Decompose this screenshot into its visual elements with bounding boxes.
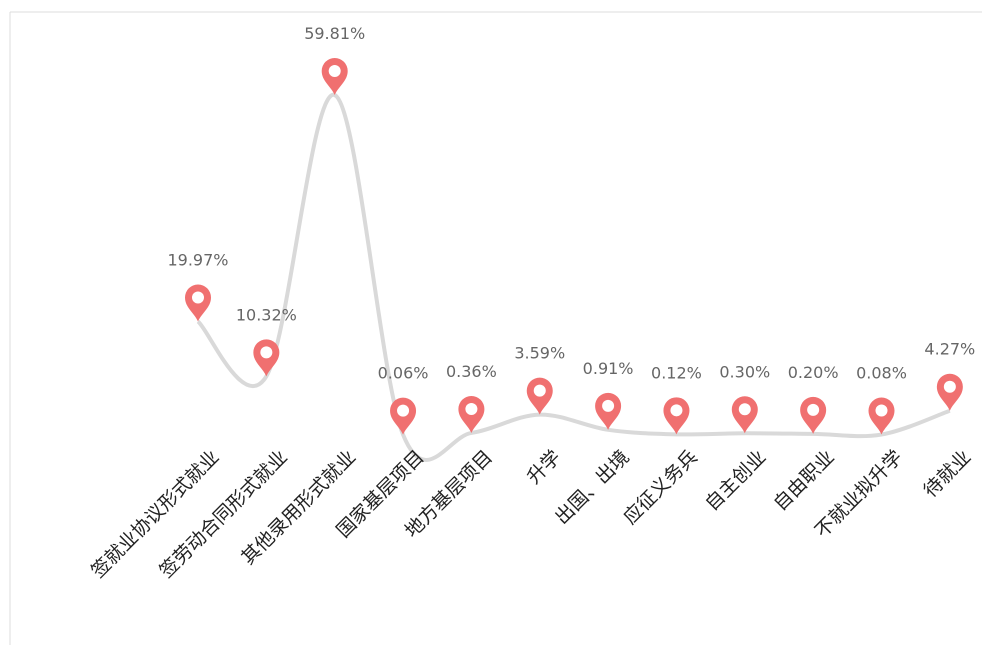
- pin-marker: [868, 397, 895, 435]
- data-label: 0.30%: [719, 362, 770, 381]
- pin-marker: [253, 339, 280, 377]
- x-tick-label: 自由职业: [769, 446, 838, 515]
- data-label: 19.97%: [167, 250, 228, 269]
- pin-marker: [321, 58, 348, 95]
- pin-hole: [397, 404, 410, 417]
- data-label: 0.06%: [378, 364, 429, 383]
- pin-hole: [328, 65, 341, 77]
- pin-hole: [875, 404, 888, 417]
- pin-hole: [670, 404, 683, 417]
- pin-hole: [602, 399, 615, 412]
- pin-hole: [260, 346, 273, 359]
- pin-hole: [943, 380, 956, 393]
- line: [196, 93, 951, 462]
- pin-marker: [185, 284, 211, 322]
- pin-hole: [807, 403, 820, 416]
- data-label: 0.08%: [856, 364, 907, 383]
- pin-hole: [533, 384, 546, 397]
- data-label: 0.36%: [446, 362, 497, 381]
- pin-marker: [595, 392, 622, 430]
- data-label: 3.59%: [514, 344, 565, 363]
- x-tick-label: 签劳动合同形式就业: [155, 446, 291, 582]
- x-tick-label: 待就业: [920, 446, 976, 502]
- x-tick-label: 自主创业: [701, 446, 770, 515]
- pin-marker: [936, 373, 963, 411]
- x-tick-label: 其他录用形式就业: [237, 446, 360, 569]
- data-label: 0.12%: [651, 363, 702, 382]
- data-label: 0.91%: [583, 359, 634, 378]
- data-label: 0.20%: [788, 363, 839, 382]
- pin-marker: [458, 395, 485, 433]
- x-tick-label: 签就业协议形式就业: [87, 446, 223, 582]
- pin-marker: [526, 377, 553, 415]
- pin-marker: [663, 397, 690, 435]
- data-label: 10.32%: [236, 305, 297, 324]
- x-tick-label: 应征义务兵: [619, 446, 702, 529]
- pin-hole: [465, 402, 478, 415]
- data-label: 59.81%: [304, 24, 365, 43]
- data-label: 4.27%: [924, 340, 975, 359]
- pin-hole: [192, 291, 204, 304]
- pin-marker: [731, 396, 758, 434]
- pin-marker: [390, 397, 417, 435]
- x-tick-label: 升学: [523, 446, 565, 488]
- pin-marker: [800, 396, 827, 434]
- pin-hole: [738, 403, 751, 416]
